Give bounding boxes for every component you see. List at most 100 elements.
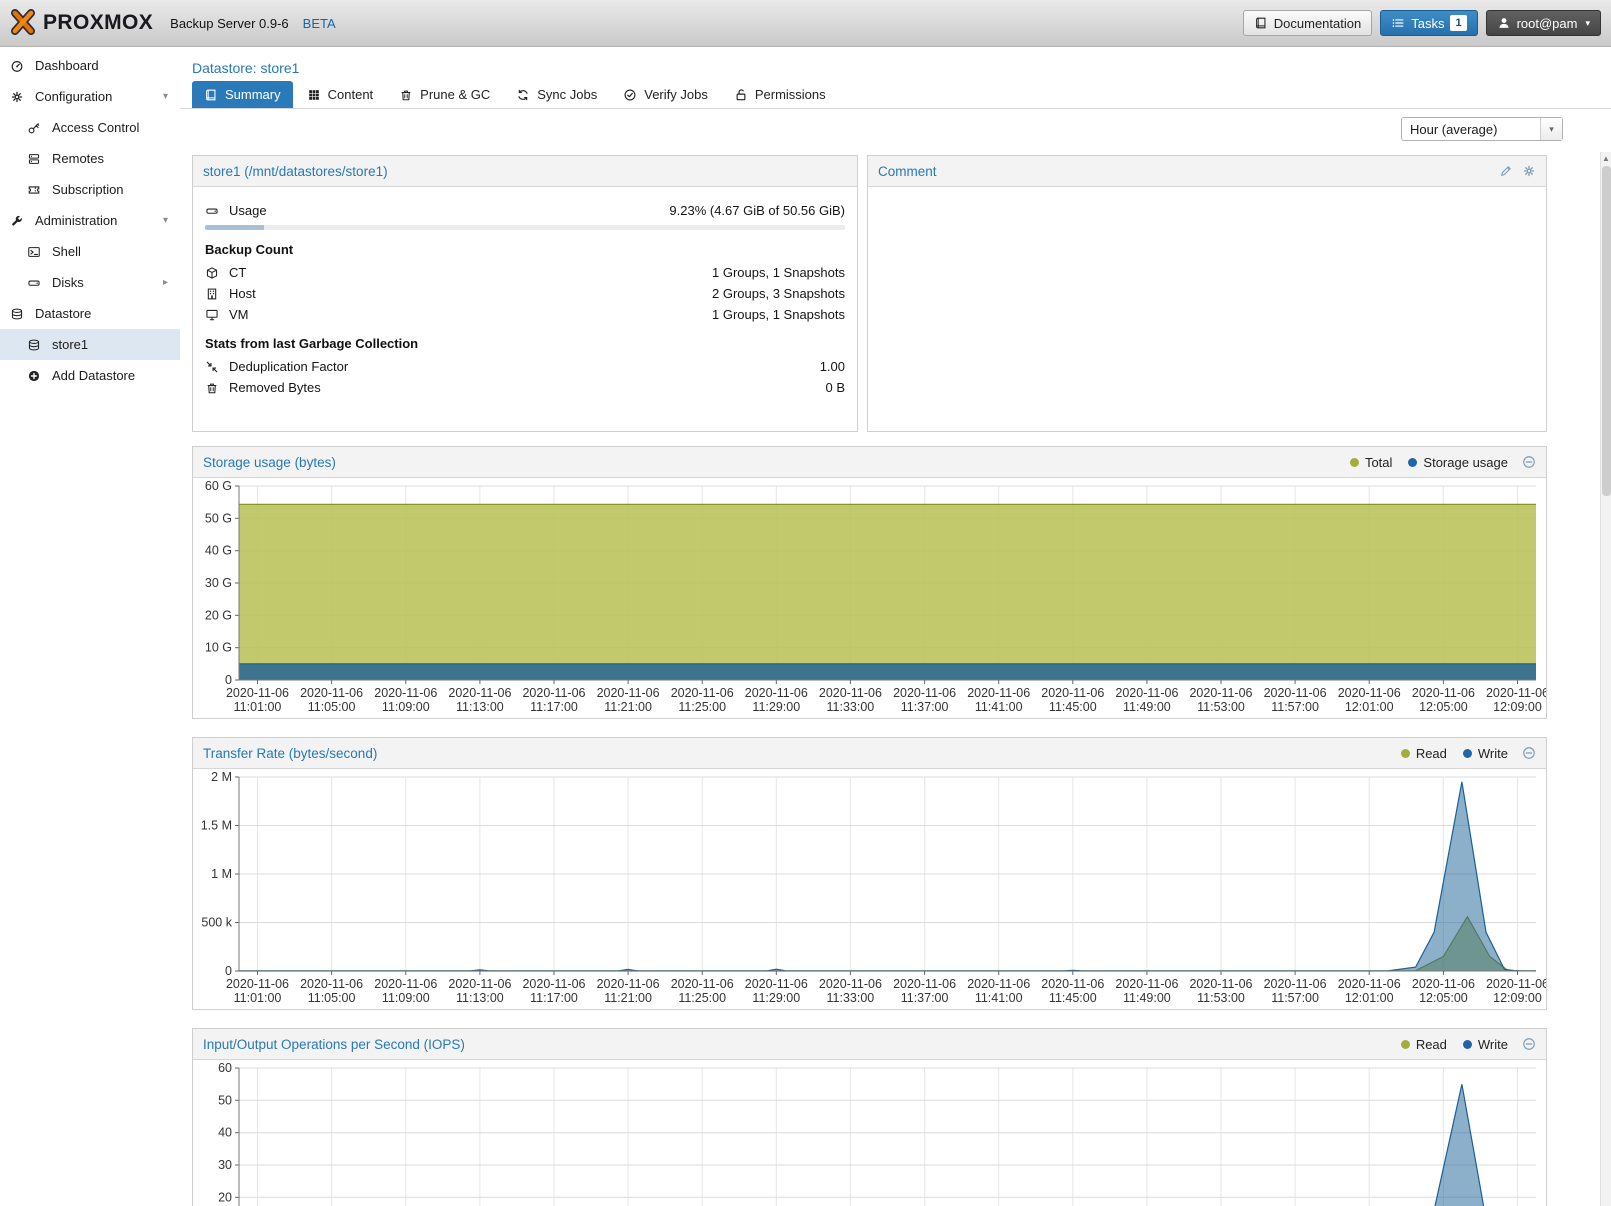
sidebar-item-configuration[interactable]: Configuration ▾	[0, 81, 180, 112]
sidebar-item-access-control[interactable]: Access Control	[0, 112, 180, 143]
legend-dot-icon	[1400, 748, 1410, 758]
plus-circle-icon	[27, 369, 44, 383]
collapse-icon[interactable]	[1522, 455, 1536, 469]
sidebar-item-label: Shell	[52, 244, 81, 259]
svg-text:2020-11-06: 2020-11-06	[745, 686, 808, 700]
svg-text:12:09:00: 12:09:00	[1493, 700, 1542, 714]
svg-text:11:17:00: 11:17:00	[530, 700, 578, 714]
sidebar-item-dashboard[interactable]: Dashboard	[0, 50, 180, 81]
legend-label: Total	[1364, 454, 1393, 470]
sidebar-item-datastore[interactable]: Datastore	[0, 298, 180, 329]
user-menu-button[interactable]: root@pam ▾	[1485, 10, 1601, 36]
user-icon	[1497, 16, 1511, 30]
svg-text:60: 60	[218, 1061, 232, 1075]
svg-text:11:05:00: 11:05:00	[308, 700, 356, 714]
svg-text:2020-11-06: 2020-11-06	[522, 977, 585, 991]
edit-icon[interactable]	[1499, 164, 1513, 178]
beta-link[interactable]: BETA	[302, 15, 336, 31]
svg-text:11:09:00: 11:09:00	[382, 991, 430, 1005]
tab-label: Sync Jobs	[537, 87, 598, 102]
combo-arrow-icon[interactable]: ▾	[1540, 118, 1562, 140]
sidebar-item-administration[interactable]: Administration ▾	[0, 205, 180, 236]
svg-text:11:53:00: 11:53:00	[1197, 991, 1245, 1005]
sidebar-item-disks[interactable]: Disks ▸	[0, 267, 180, 298]
usage-row: Usage 9.23% (4.67 GiB of 50.56 GiB)	[205, 201, 845, 220]
svg-text:30: 30	[218, 1158, 232, 1172]
svg-text:2020-11-06: 2020-11-06	[1189, 977, 1252, 991]
comment-panel-title: Comment	[878, 163, 937, 179]
sidebar-item-shell[interactable]: Shell	[0, 236, 180, 267]
svg-text:2020-11-06: 2020-11-06	[671, 977, 734, 991]
tab-permissions[interactable]: Permissions	[722, 81, 838, 108]
legend-item-read[interactable]: Read	[1400, 745, 1447, 761]
usage-label: Usage	[229, 203, 267, 218]
legend-label: Read	[1415, 745, 1447, 761]
documentation-button[interactable]: Documentation	[1242, 10, 1373, 36]
trash-icon	[399, 88, 413, 102]
tasks-count-badge: 1	[1450, 15, 1467, 31]
legend-dot-icon	[1462, 748, 1472, 758]
host-row: Host 2 Groups, 3 Snapshots	[205, 284, 845, 303]
tab-content[interactable]: Content	[295, 81, 386, 108]
svg-text:2020-11-06: 2020-11-06	[819, 977, 882, 991]
proxmox-brand: PROXMOX Backup Server 0.9-6 BETA	[10, 8, 336, 38]
sidebar-item-subscription[interactable]: Subscription	[0, 174, 180, 205]
collapse-icon[interactable]	[1522, 746, 1536, 760]
sidebar-item-remotes[interactable]: Remotes	[0, 143, 180, 174]
time-range-select[interactable]: Hour (average) ▾	[1401, 117, 1563, 141]
svg-text:11:45:00: 11:45:00	[1049, 700, 1097, 714]
svg-text:2020-11-06: 2020-11-06	[1486, 686, 1546, 700]
svg-text:11:01:00: 11:01:00	[234, 991, 282, 1005]
legend-item-write[interactable]: Write	[1462, 746, 1508, 761]
ticket-icon	[27, 183, 44, 197]
gears-icon	[10, 90, 27, 104]
legend-item-write[interactable]: Write	[1462, 1037, 1508, 1052]
grid-icon	[307, 88, 321, 102]
page-title: Datastore: store1	[192, 60, 300, 76]
chevron-right-icon[interactable]: ▸	[162, 277, 168, 288]
svg-text:2020-11-06: 2020-11-06	[893, 686, 956, 700]
legend-item-storage-usage[interactable]: Storage usage	[1408, 455, 1508, 470]
svg-text:2020-11-06: 2020-11-06	[1115, 977, 1178, 991]
svg-text:11:17:00: 11:17:00	[530, 991, 578, 1005]
svg-text:11:53:00: 11:53:00	[1197, 700, 1245, 714]
sidebar-item-add-datastore[interactable]: Add Datastore	[0, 360, 180, 391]
chevron-down-icon[interactable]: ▾	[162, 91, 168, 102]
svg-text:11:45:00: 11:45:00	[1049, 991, 1097, 1005]
tasks-button[interactable]: Tasks 1	[1380, 10, 1478, 36]
chart-legend: Total Storage usage	[1349, 454, 1508, 470]
compress-icon	[205, 360, 222, 374]
legend-dot-icon	[1349, 457, 1359, 467]
collapse-icon[interactable]	[1522, 1037, 1536, 1051]
chevron-down-icon[interactable]: ▾	[162, 215, 168, 226]
gear-icon[interactable]	[1522, 164, 1536, 178]
svg-text:40: 40	[218, 1126, 232, 1140]
svg-text:1.5 M: 1.5 M	[201, 819, 232, 833]
svg-text:500 k: 500 k	[201, 916, 232, 930]
svg-text:2020-11-06: 2020-11-06	[522, 686, 585, 700]
check-circle-icon	[623, 88, 637, 102]
sidebar-item-label: Remotes	[52, 151, 105, 166]
dashboard-icon	[10, 59, 27, 73]
tab-verify-jobs[interactable]: Verify Jobs	[611, 81, 720, 108]
tab-bar: Summary Content Prune & GC Sync Jobs Verify …	[180, 81, 1611, 109]
legend-item-total[interactable]: Total	[1349, 454, 1393, 470]
svg-text:11:29:00: 11:29:00	[752, 700, 800, 714]
legend-label: Read	[1415, 1036, 1447, 1052]
svg-text:2020-11-06: 2020-11-06	[819, 686, 882, 700]
scroll-up-arrow-icon[interactable]: ▲	[1602, 154, 1610, 163]
server-icon	[27, 152, 44, 166]
main-area: Datastore: store1 Summary Content Prune & …	[180, 47, 1611, 1206]
sidebar-item-store1[interactable]: store1	[0, 329, 180, 360]
gc-stats-heading: Stats from last Garbage Collection	[205, 336, 419, 351]
vertical-scrollbar[interactable]: ▲	[1600, 152, 1611, 1206]
svg-text:20: 20	[218, 1190, 232, 1204]
tab-summary[interactable]: Summary	[192, 81, 293, 108]
tab-prune-gc[interactable]: Prune & GC	[387, 81, 502, 108]
wrench-icon	[10, 214, 27, 228]
legend-item-read[interactable]: Read	[1400, 1036, 1447, 1052]
scrollbar-thumb[interactable]	[1602, 166, 1611, 496]
tab-sync-jobs[interactable]: Sync Jobs	[504, 81, 609, 108]
